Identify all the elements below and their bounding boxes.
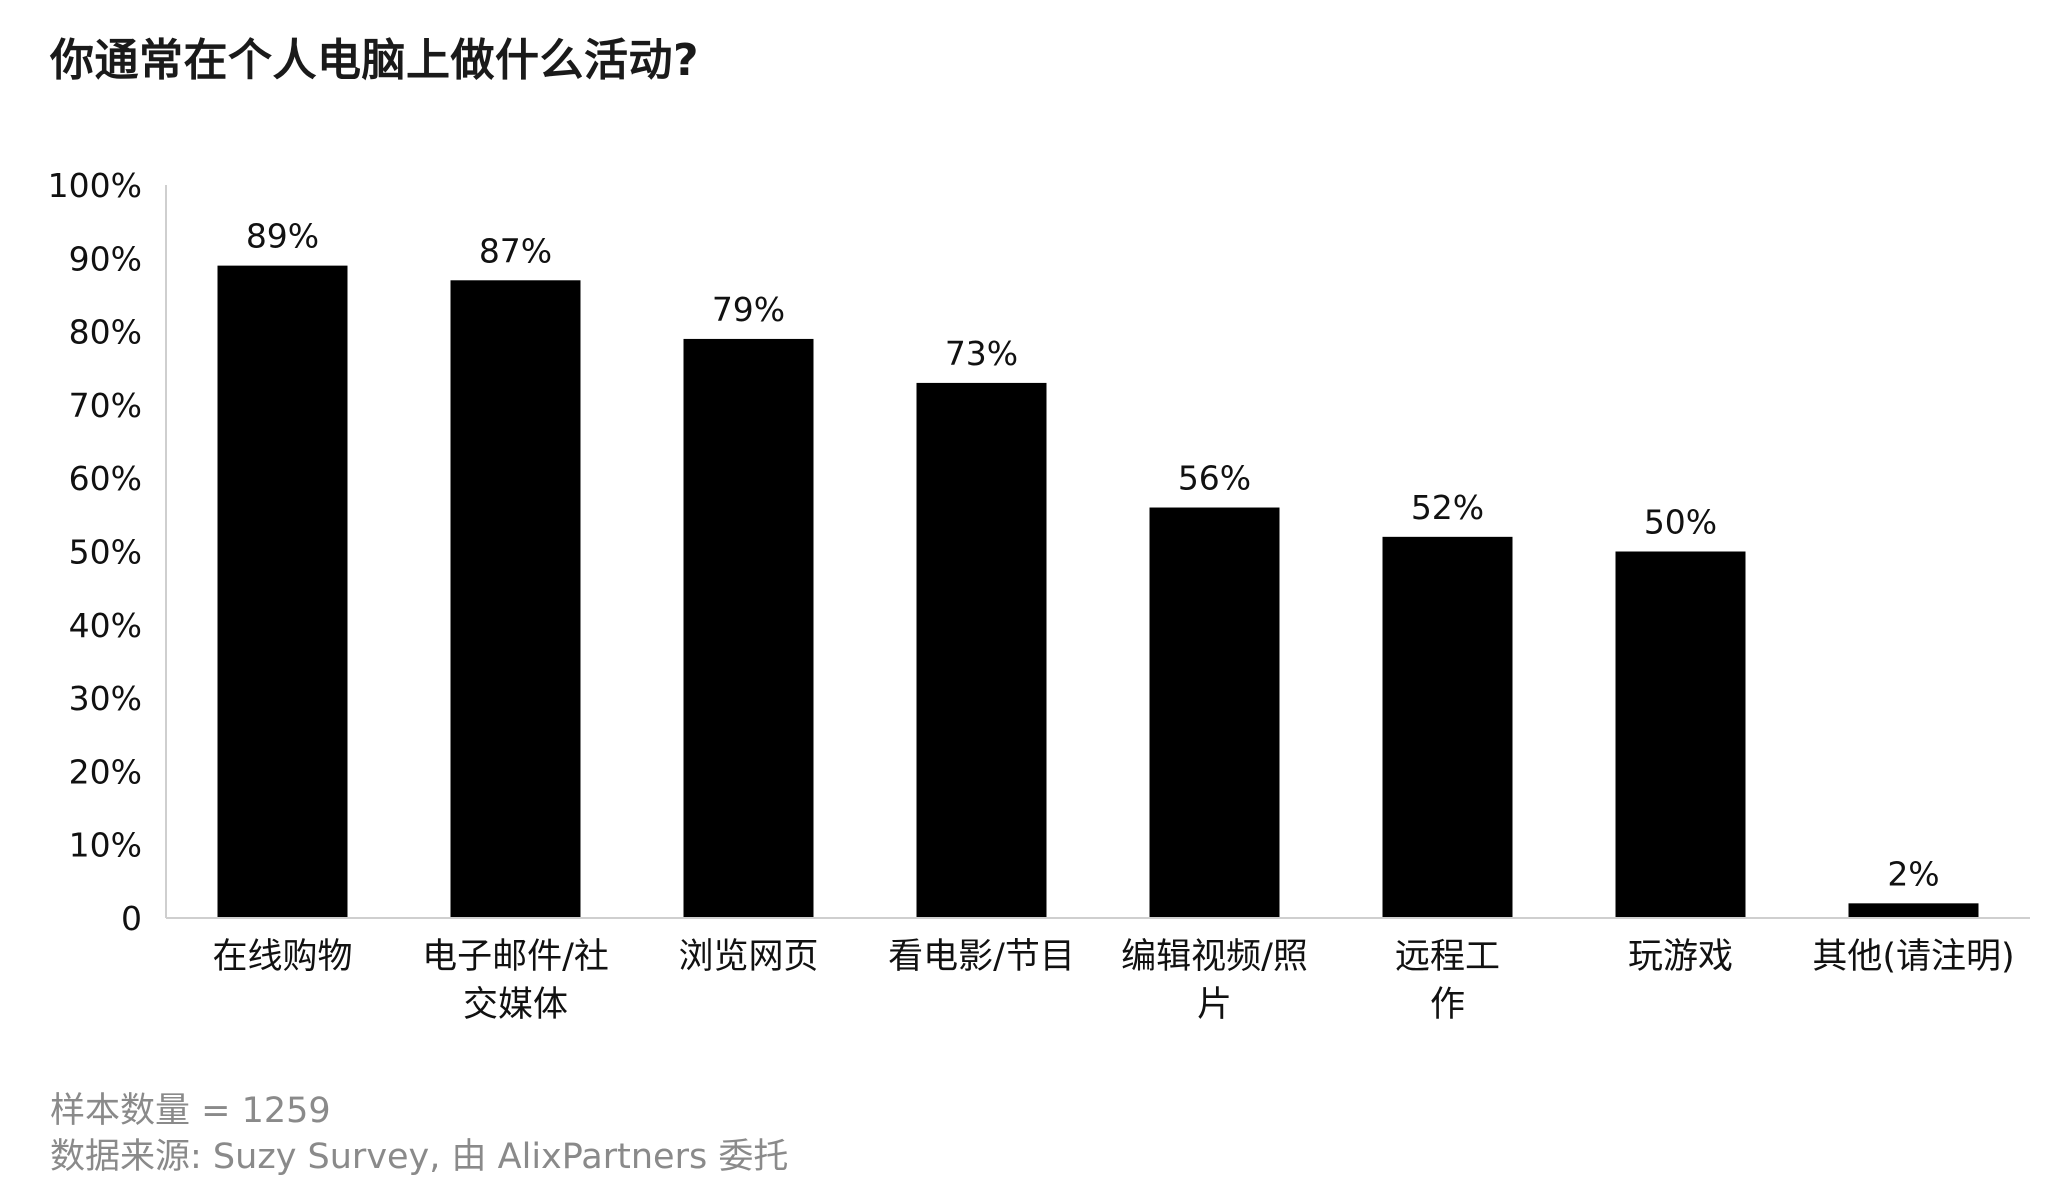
chart-title: 你通常在个人电脑上做什么活动? — [50, 35, 700, 86]
bar — [916, 382, 1047, 918]
x-category-label: 浏览网页 — [678, 937, 818, 977]
bar-data-label: 56% — [1178, 459, 1251, 498]
bar — [1848, 903, 1979, 918]
x-category-label: 作 — [1430, 985, 1465, 1025]
bar-data-label: 89% — [246, 217, 319, 256]
y-tick-label: 100% — [48, 166, 142, 205]
data-source-note: 数据来源: Suzy Survey, 由 AlixPartners 委托 — [50, 1137, 789, 1177]
y-tick-label: 0 — [121, 899, 142, 938]
x-category-label: 玩游戏 — [1628, 937, 1733, 977]
y-tick-label: 70% — [69, 386, 142, 425]
bar — [683, 338, 814, 918]
y-axis: 0 10% 20% 30% 40% 50% 60% 70% 80% 90% 100% — [48, 166, 167, 938]
y-tick-label: 90% — [69, 239, 142, 278]
x-category-label: 交媒体 — [463, 985, 568, 1025]
x-category-label: 看电影/节目 — [888, 937, 1075, 977]
bar — [217, 265, 348, 918]
x-category-label: 编辑视频/照 — [1121, 937, 1308, 977]
y-tick-label: 20% — [69, 752, 142, 791]
x-category-label: 片 — [1197, 985, 1232, 1025]
bar — [1149, 507, 1280, 918]
chart-footer: 样本数量 = 1259 数据来源: Suzy Survey, 由 AlixPar… — [50, 1088, 788, 1180]
y-tick-label: 50% — [69, 533, 142, 572]
x-category-label: 电子邮件/社 — [422, 937, 609, 977]
bar-data-label: 87% — [479, 231, 552, 270]
bar-data-label: 52% — [1411, 488, 1484, 527]
x-category-label: 在线购物 — [212, 937, 352, 977]
y-tick-label: 30% — [69, 679, 142, 718]
x-category-label: 其他(请注明) — [1812, 937, 2014, 977]
bar-data-label: 2% — [1887, 854, 1939, 893]
x-category-label: 远程工 — [1395, 937, 1500, 977]
bars: 89% 87% 79% 73% 56% 52% 50% 2% — [217, 217, 1979, 918]
y-tick-label: 60% — [69, 459, 142, 498]
bar-data-label: 79% — [712, 290, 785, 329]
y-tick-label: 10% — [69, 826, 142, 865]
bar — [1382, 536, 1513, 918]
sample-size-note: 样本数量 = 1259 — [50, 1091, 331, 1131]
bar-data-label: 50% — [1644, 503, 1717, 542]
bar — [450, 280, 581, 918]
y-tick-label: 40% — [69, 606, 142, 645]
y-tick-label: 80% — [69, 313, 142, 352]
bar — [1615, 551, 1746, 918]
bar-data-label: 73% — [945, 334, 1018, 373]
